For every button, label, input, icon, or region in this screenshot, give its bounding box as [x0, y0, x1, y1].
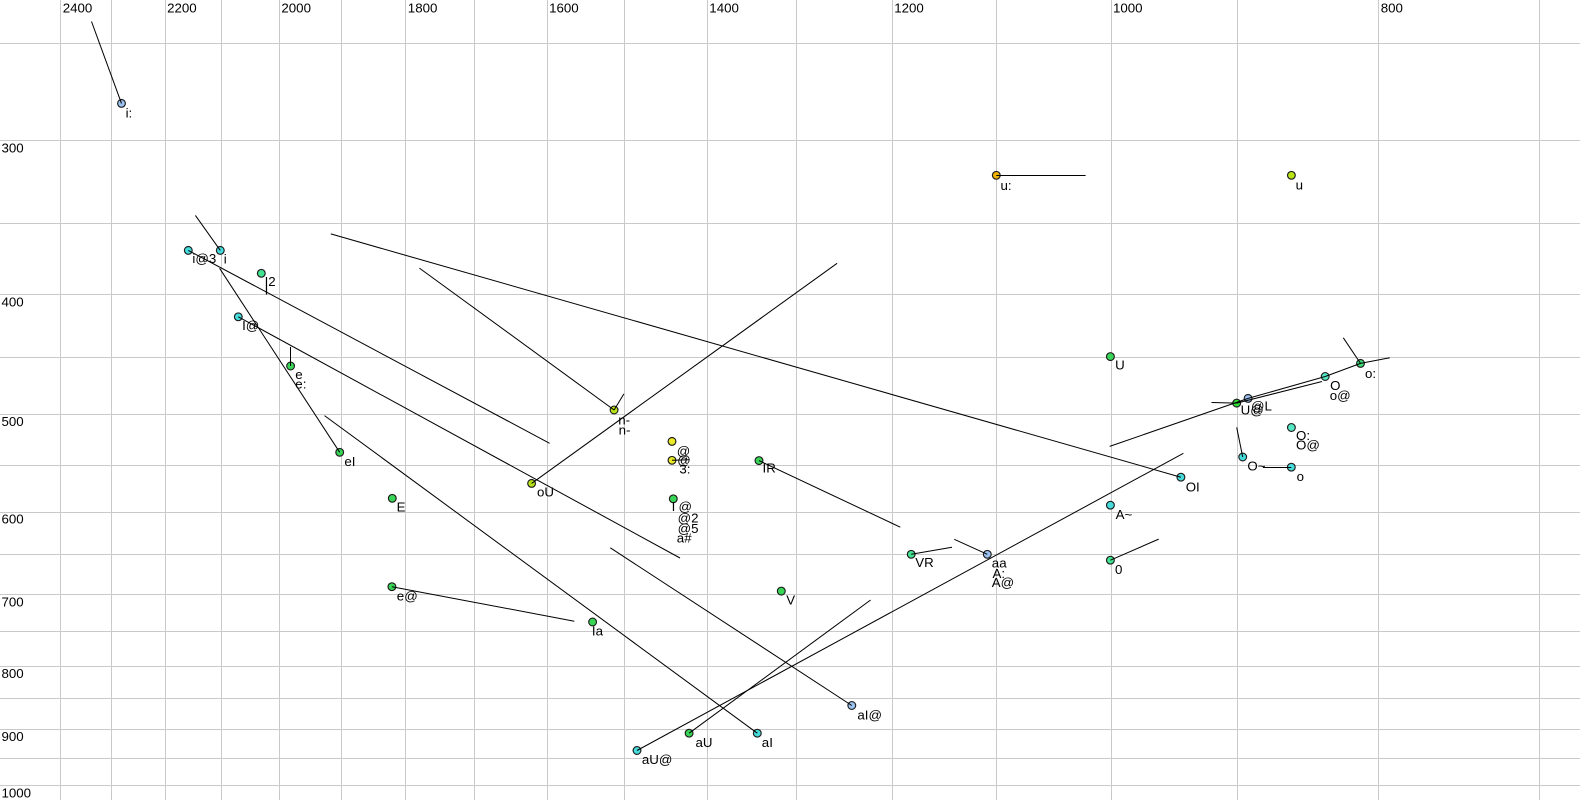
svg-text:O~: O~	[1247, 458, 1265, 473]
svg-text:500: 500	[2, 414, 24, 429]
svg-text:A:: A:	[993, 566, 1006, 581]
svg-text:@2: @2	[678, 511, 699, 526]
svg-text:600: 600	[2, 512, 24, 527]
svg-text:900: 900	[2, 729, 24, 744]
svg-text:V: V	[786, 593, 795, 608]
svg-text:I: I	[265, 283, 269, 298]
svg-text:300: 300	[2, 140, 24, 155]
svg-text:400: 400	[2, 295, 24, 310]
svg-text:@L: @L	[1251, 399, 1272, 414]
svg-text:n-: n-	[619, 423, 631, 438]
svg-text:aa: aa	[992, 556, 1007, 571]
svg-text:Ia: Ia	[592, 624, 604, 639]
svg-text:1000: 1000	[2, 785, 32, 800]
svg-text:2000: 2000	[281, 0, 311, 15]
svg-text:a#: a#	[677, 531, 692, 546]
svg-text:O:: O:	[1296, 428, 1310, 443]
svg-text:oU: oU	[537, 484, 554, 499]
svg-text:0: 0	[1115, 562, 1122, 577]
svg-text:2400: 2400	[63, 0, 93, 15]
svg-text:800: 800	[2, 666, 24, 681]
svg-text:aI@: aI@	[857, 708, 882, 723]
svg-text:o: o	[1297, 469, 1304, 484]
svg-text:1200: 1200	[894, 0, 924, 15]
svg-text:i:: i:	[126, 105, 133, 120]
svg-text:e@: e@	[397, 589, 418, 604]
svg-text:@: @	[679, 499, 693, 514]
svg-text:@: @	[677, 444, 691, 459]
svg-text:aU@: aU@	[642, 752, 673, 767]
svg-text:I2: I2	[265, 274, 276, 289]
svg-text:U@: U@	[1241, 403, 1264, 418]
svg-text:O: O	[1330, 378, 1340, 393]
svg-text:u:: u:	[1001, 178, 1012, 193]
svg-text:i: i	[224, 252, 227, 267]
svg-text:1600: 1600	[549, 0, 579, 15]
svg-text:n-: n-	[618, 413, 630, 428]
svg-text:o:: o:	[1365, 366, 1376, 381]
svg-text:aU: aU	[696, 735, 713, 750]
svg-text:eI: eI	[344, 454, 355, 469]
svg-text:I: I	[672, 499, 676, 514]
svg-text:aI: aI	[762, 735, 773, 750]
svg-text:1800: 1800	[408, 0, 438, 15]
svg-text:VR: VR	[915, 555, 933, 570]
svg-text:o@: o@	[1330, 388, 1351, 403]
svg-text:@5: @5	[678, 521, 699, 536]
svg-text:A@: A@	[992, 575, 1014, 590]
svg-text:u: u	[1296, 178, 1303, 193]
svg-text:A~: A~	[1116, 507, 1133, 522]
svg-text:3:: 3:	[679, 462, 690, 477]
svg-text:e: e	[295, 367, 302, 382]
svg-text:800: 800	[1381, 0, 1403, 15]
svg-text:700: 700	[2, 594, 24, 609]
svg-text:OI: OI	[1186, 480, 1200, 495]
svg-text:U: U	[1115, 357, 1125, 372]
svg-text:O@: O@	[1296, 438, 1320, 453]
svg-text:2200: 2200	[167, 0, 197, 15]
svg-text:1400: 1400	[709, 0, 739, 15]
svg-text:e:: e:	[295, 377, 306, 392]
svg-text:E: E	[397, 500, 406, 515]
svg-text:1000: 1000	[1113, 0, 1143, 15]
